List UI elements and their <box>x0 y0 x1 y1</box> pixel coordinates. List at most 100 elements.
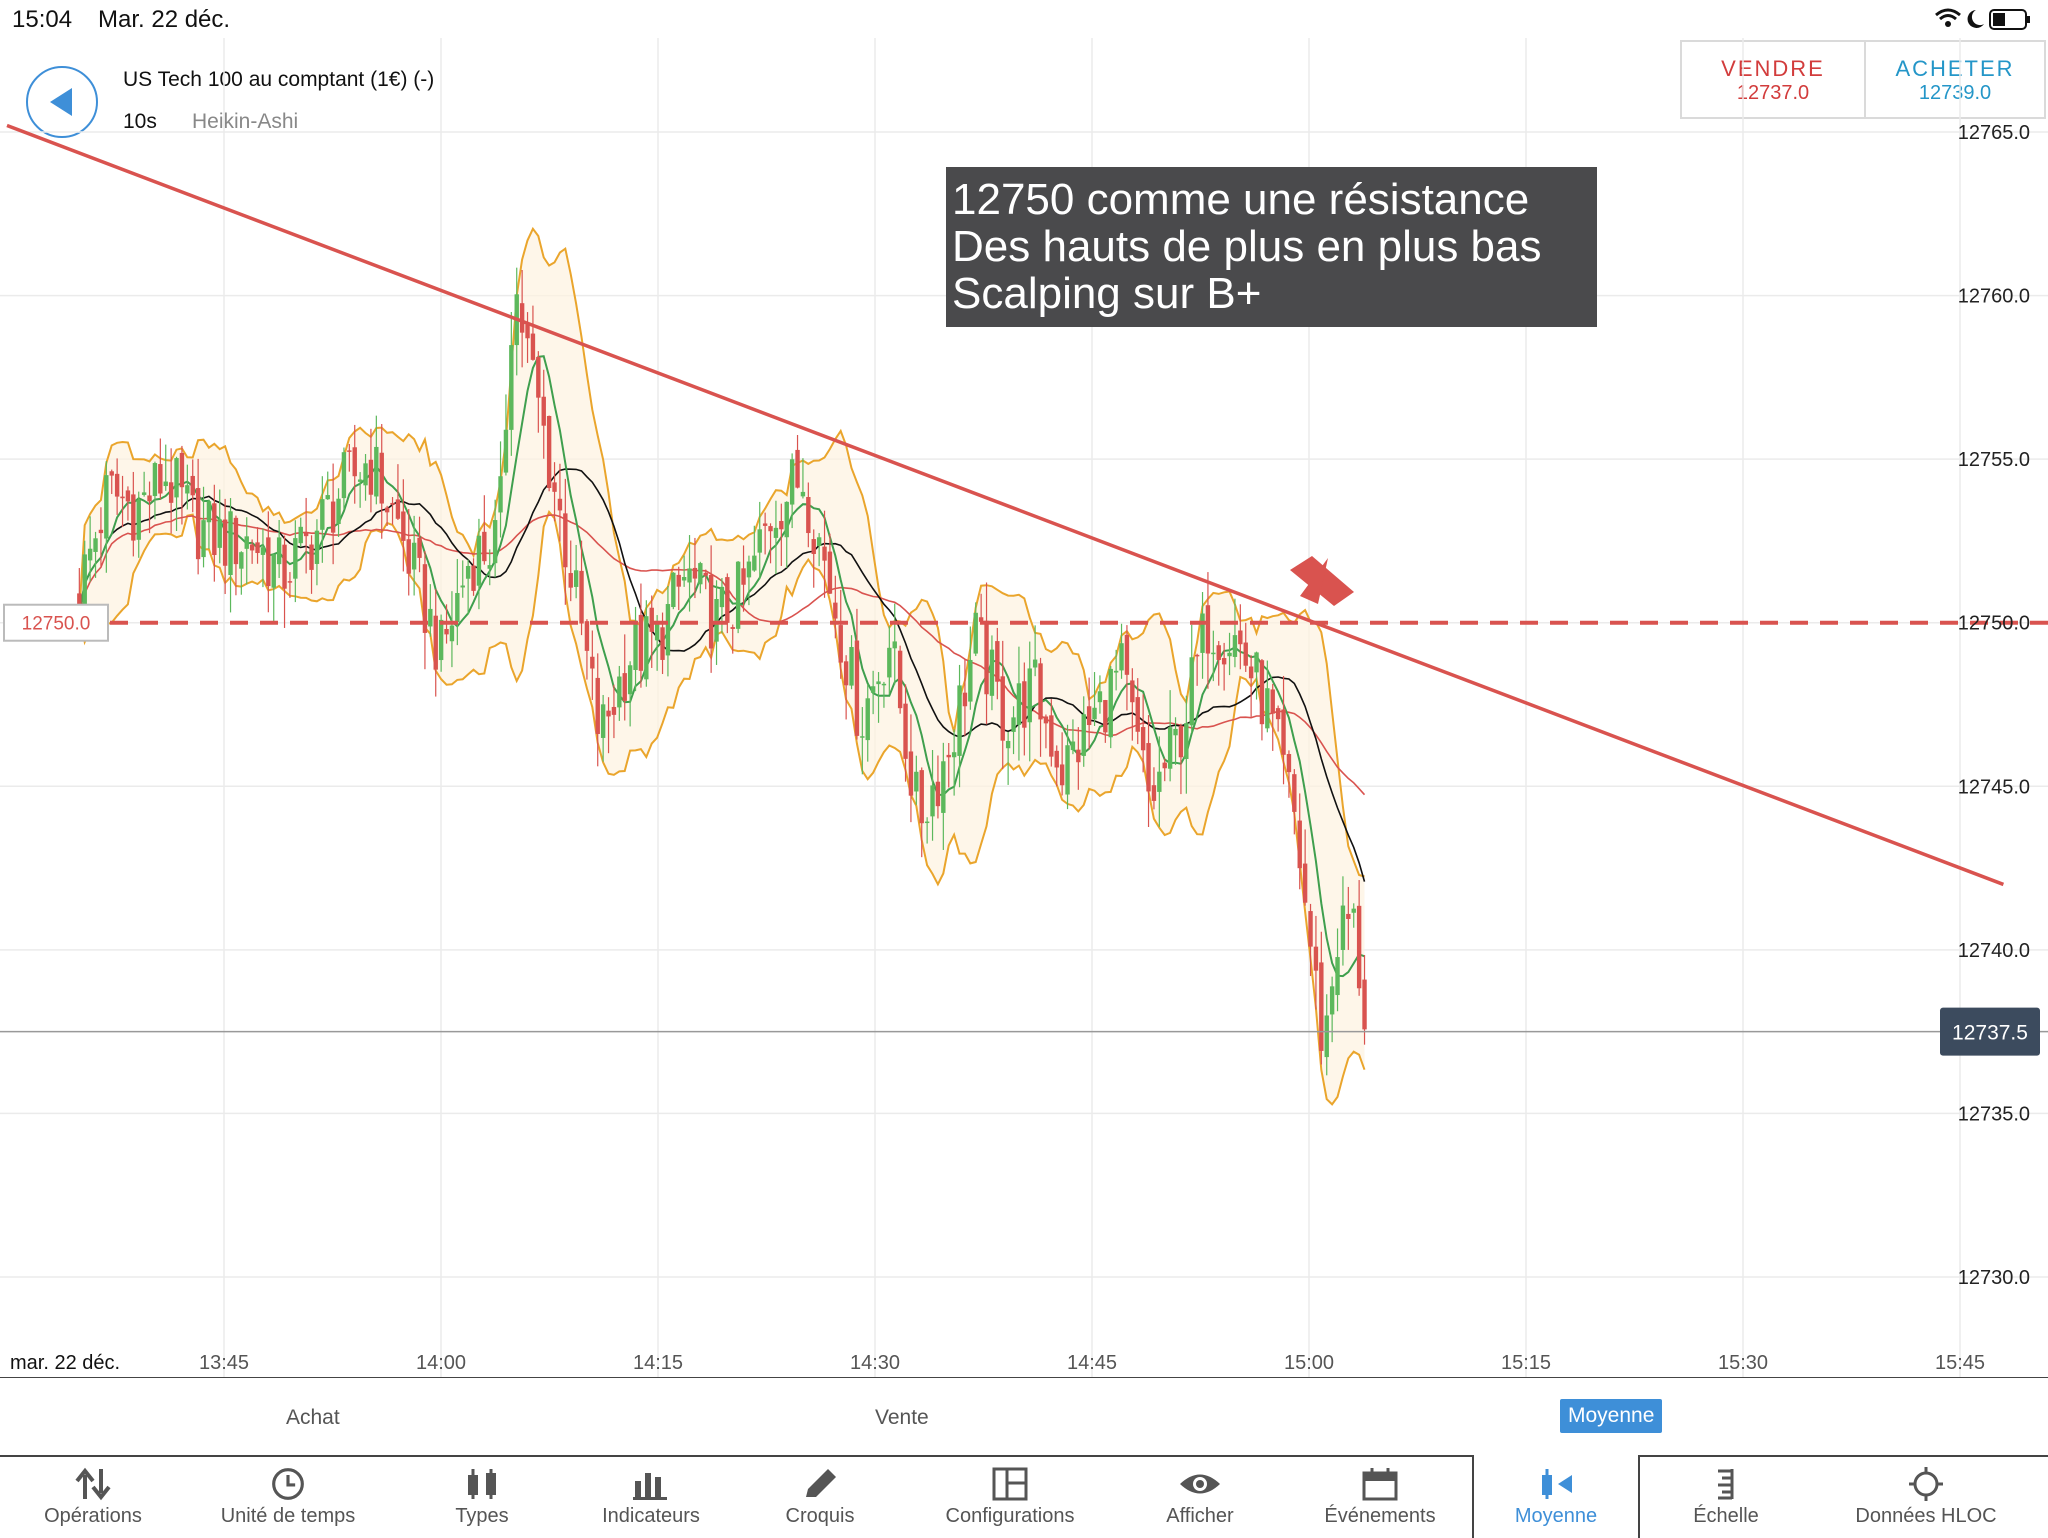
eye-icon <box>1180 1474 1220 1494</box>
interval-label[interactable]: 10s <box>123 110 157 133</box>
candle-body <box>1205 605 1211 654</box>
toolbar-types-label: Types <box>455 1505 509 1527</box>
candle-body <box>82 554 87 607</box>
toolbar-ohlc[interactable]: Données HLOC <box>1846 1457 2006 1538</box>
candle-body <box>125 490 131 502</box>
y-axis: 12765.0 12760.0 12755.0 12750.0 12745.0 12740… <box>1958 122 2030 1289</box>
candle-body <box>530 333 536 360</box>
candle-body <box>741 568 746 585</box>
buy-button[interactable]: ACHETER 12739.0 <box>1866 42 2044 117</box>
candle-body <box>968 659 973 702</box>
candle-body <box>644 616 649 680</box>
candle-body <box>428 608 433 627</box>
toolbar-events-label: Événements <box>1324 1505 1436 1527</box>
toolbar-indicators[interactable]: Indicateurs <box>590 1457 712 1538</box>
candle-body <box>638 614 644 671</box>
toolbar-sketch-label: Croquis <box>785 1505 855 1527</box>
price-chart[interactable]: 12750.0 12737.5 12750 comme une résistanc… <box>0 38 2048 1378</box>
candle-body <box>762 523 768 526</box>
toolbar-configurations[interactable]: Configurations <box>938 1457 1082 1538</box>
candle-body <box>1151 785 1157 801</box>
candle-body <box>816 537 822 547</box>
candle-body <box>1162 762 1167 769</box>
candle-body <box>708 574 714 649</box>
ruler-icon <box>1718 1469 1734 1500</box>
candle-body <box>789 459 795 505</box>
y-tick-label: 12740.0 <box>1958 940 2030 962</box>
candle-body <box>1356 905 1362 989</box>
toolbar-display[interactable]: Afficher <box>1150 1457 1250 1538</box>
candle-body <box>870 686 876 693</box>
candle-body <box>1097 691 1103 703</box>
candle-body <box>730 627 735 629</box>
candle-body <box>951 752 957 758</box>
tab-buy[interactable]: Achat <box>286 1406 340 1429</box>
candle-body <box>1059 764 1065 786</box>
candle-body <box>455 593 460 623</box>
candle-body <box>671 572 676 608</box>
candle-body <box>757 529 762 553</box>
candle-body <box>1254 652 1259 673</box>
candle-body <box>239 552 244 569</box>
candle-body <box>779 520 784 530</box>
y-tick-label: 12730.0 <box>1958 1267 2030 1289</box>
toolbar-events[interactable]: Événements <box>1310 1457 1450 1538</box>
candle-body <box>536 356 541 398</box>
candle-body <box>725 577 730 623</box>
candle-body <box>1346 913 1351 919</box>
candle-body <box>897 650 903 709</box>
tab-average[interactable]: Moyenne <box>1560 1399 1663 1433</box>
candle-body <box>222 519 228 566</box>
toolbar-timeframe-label: Unité de temps <box>220 1505 356 1527</box>
candle-body <box>1308 911 1313 947</box>
candle-body <box>519 303 525 333</box>
toolbar-operations-label: Opérations <box>44 1505 142 1527</box>
candle-body <box>1167 727 1173 769</box>
toolbar-configurations-label: Configurations <box>945 1505 1075 1527</box>
candle-body <box>1270 689 1275 714</box>
candle-body <box>903 703 908 759</box>
candle-body <box>406 539 411 574</box>
candle-body <box>978 617 984 622</box>
candle-body <box>363 463 368 486</box>
candle-body <box>1081 714 1086 756</box>
candle-body <box>401 511 406 541</box>
candle-body <box>557 498 563 511</box>
candle-body <box>784 501 789 538</box>
candle-body <box>1022 681 1027 728</box>
back-arrow-icon <box>50 88 72 116</box>
candle-body <box>1184 723 1189 759</box>
back-button[interactable] <box>26 66 98 138</box>
tab-sell[interactable]: Vente <box>875 1406 929 1429</box>
candle-body <box>633 624 638 670</box>
trendline <box>6 123 2005 887</box>
toolbar-average[interactable]: Moyenne <box>1500 1457 1612 1538</box>
candle-body <box>298 526 303 544</box>
toolbar-sketch[interactable]: Croquis <box>770 1457 870 1538</box>
candle-body <box>617 676 622 708</box>
candle-body <box>465 565 471 579</box>
candle-body <box>212 503 217 556</box>
x-tick-label: 15:30 <box>1718 1352 1768 1374</box>
candle-body <box>973 612 978 654</box>
candle-body <box>206 501 212 523</box>
sell-button[interactable]: VENDRE 12737.0 <box>1682 42 1866 117</box>
candle-body <box>676 574 681 587</box>
annotation-line: Scalping sur B+ <box>952 269 1261 318</box>
candle-body <box>703 572 708 576</box>
toolbar-types[interactable]: Types <box>432 1457 532 1538</box>
candle-body <box>179 452 185 488</box>
toolbar-operations[interactable]: Opérations <box>28 1457 158 1538</box>
candle-body <box>1070 741 1076 751</box>
toolbar-scale[interactable]: Échelle <box>1676 1457 1776 1538</box>
arrows-updown-icon <box>75 1467 111 1501</box>
sell-price: 12737.0 <box>1736 82 1810 104</box>
candle-body <box>492 520 498 564</box>
x-tick-label: 15:00 <box>1284 1352 1334 1374</box>
y-tick-label: 12765.0 <box>1958 122 2030 144</box>
candle-body <box>752 555 757 571</box>
candle-body <box>568 573 573 588</box>
candle-body <box>1065 745 1070 795</box>
toolbar-timeframe[interactable]: Unité de temps <box>208 1457 368 1538</box>
chart-type-label[interactable]: Heikin-Ashi <box>192 110 299 133</box>
